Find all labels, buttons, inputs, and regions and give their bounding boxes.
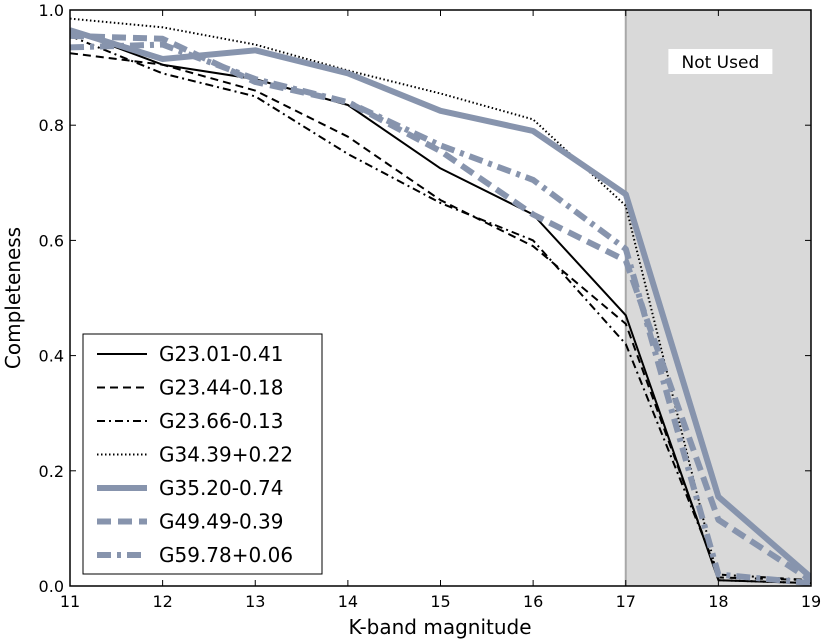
x-tick-label: 12	[152, 592, 172, 611]
legend-label-1: G23.01-0.41	[159, 342, 284, 366]
y-tick-label: 0.4	[39, 347, 64, 366]
not-used-label: Not Used	[682, 53, 760, 73]
y-tick-label: 0.6	[39, 231, 64, 250]
legend-label-6: G49.49-0.39	[159, 510, 284, 534]
x-tick-label: 16	[523, 592, 543, 611]
legend-label-3: G23.66-0.13	[159, 409, 284, 433]
series-line-4	[70, 17, 811, 585]
series-line-2	[70, 52, 811, 582]
legend-label-7: G59.78+0.06	[159, 543, 293, 567]
legend-label-4: G34.39+0.22	[159, 443, 293, 467]
legend-box	[82, 333, 323, 575]
x-tick-label: 17	[616, 592, 636, 611]
y-axis-label: Completeness	[1, 227, 25, 369]
y-tick-label: 0.0	[39, 577, 64, 596]
series-line-3	[70, 34, 811, 582]
x-tick-label: 15	[430, 592, 450, 611]
x-tick-label: 11	[60, 592, 80, 611]
x-tick-label: 14	[338, 592, 358, 611]
not-used-label-box	[668, 49, 773, 74]
series-line-7	[70, 41, 811, 586]
x-tick-label: 19	[801, 592, 821, 611]
y-tick-label: 0.8	[39, 116, 64, 135]
x-tick-label: 18	[708, 592, 728, 611]
legend-label-5: G35.20-0.74	[159, 476, 284, 500]
x-tick-label: 13	[245, 592, 265, 611]
y-tick-label: 1.0	[39, 1, 64, 20]
x-axis-label: K-band magnitude	[348, 615, 531, 639]
y-tick-label: 0.2	[39, 462, 64, 481]
legend-label-2: G23.44-0.18	[159, 376, 284, 400]
